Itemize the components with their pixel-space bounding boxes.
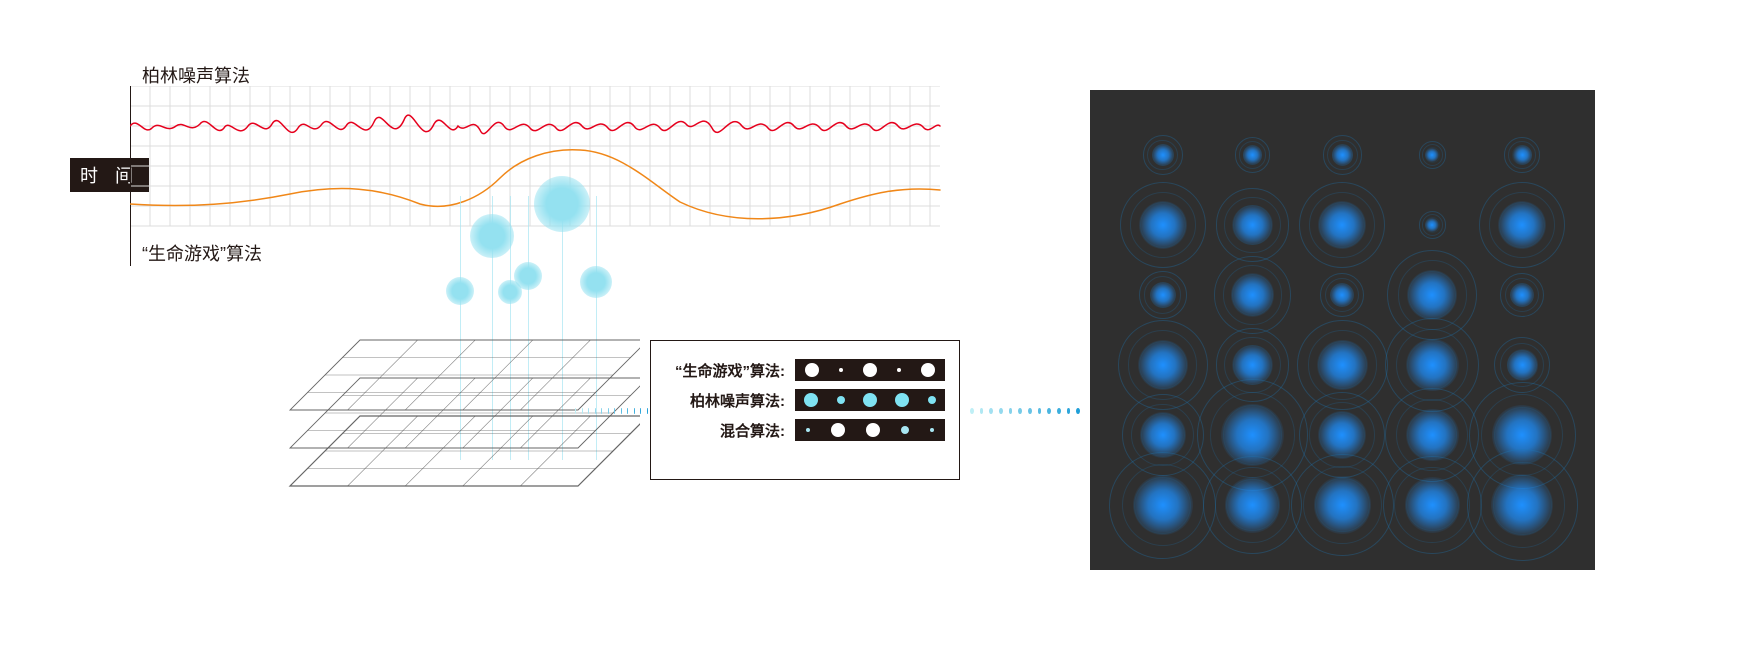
viz-cell	[1118, 470, 1208, 540]
viz-cell	[1118, 120, 1208, 190]
legend-bar	[795, 389, 945, 411]
viz-cell	[1298, 120, 1388, 190]
viz-cell	[1208, 190, 1298, 260]
viz-cell	[1298, 190, 1388, 260]
legend-row-label: 柏林噪声算法:	[665, 390, 785, 411]
output-visualization	[1090, 90, 1595, 570]
viz-cell	[1298, 330, 1388, 400]
viz-cell	[1477, 260, 1567, 330]
isometric-planes	[280, 330, 640, 570]
perlin-label: 柏林噪声算法	[142, 62, 250, 88]
legend-bar	[795, 419, 945, 441]
connector-dots-2	[970, 408, 1080, 414]
viz-cell	[1477, 190, 1567, 260]
viz-cell	[1118, 330, 1208, 400]
viz-cell	[1208, 120, 1298, 190]
viz-cell	[1477, 120, 1567, 190]
viz-cell	[1387, 120, 1477, 190]
viz-cell	[1208, 470, 1298, 540]
viz-cell	[1387, 470, 1477, 540]
legend-panel: “生命游戏”算法: 柏林噪声算法: 混合算法:	[650, 340, 960, 480]
legend-row-label: 混合算法:	[665, 420, 785, 441]
viz-cell	[1477, 470, 1567, 540]
legend-bar	[795, 359, 945, 381]
viz-cell	[1298, 470, 1388, 540]
signal-chart	[130, 86, 942, 266]
legend-row: 柏林噪声算法:	[665, 389, 945, 411]
viz-cell	[1208, 260, 1298, 330]
viz-cell	[1118, 190, 1208, 260]
legend-row: “生命游戏”算法:	[665, 359, 945, 381]
connector-dots-1	[575, 408, 647, 414]
legend-row: 混合算法:	[665, 419, 945, 441]
legend-row-label: “生命游戏”算法:	[665, 360, 785, 381]
